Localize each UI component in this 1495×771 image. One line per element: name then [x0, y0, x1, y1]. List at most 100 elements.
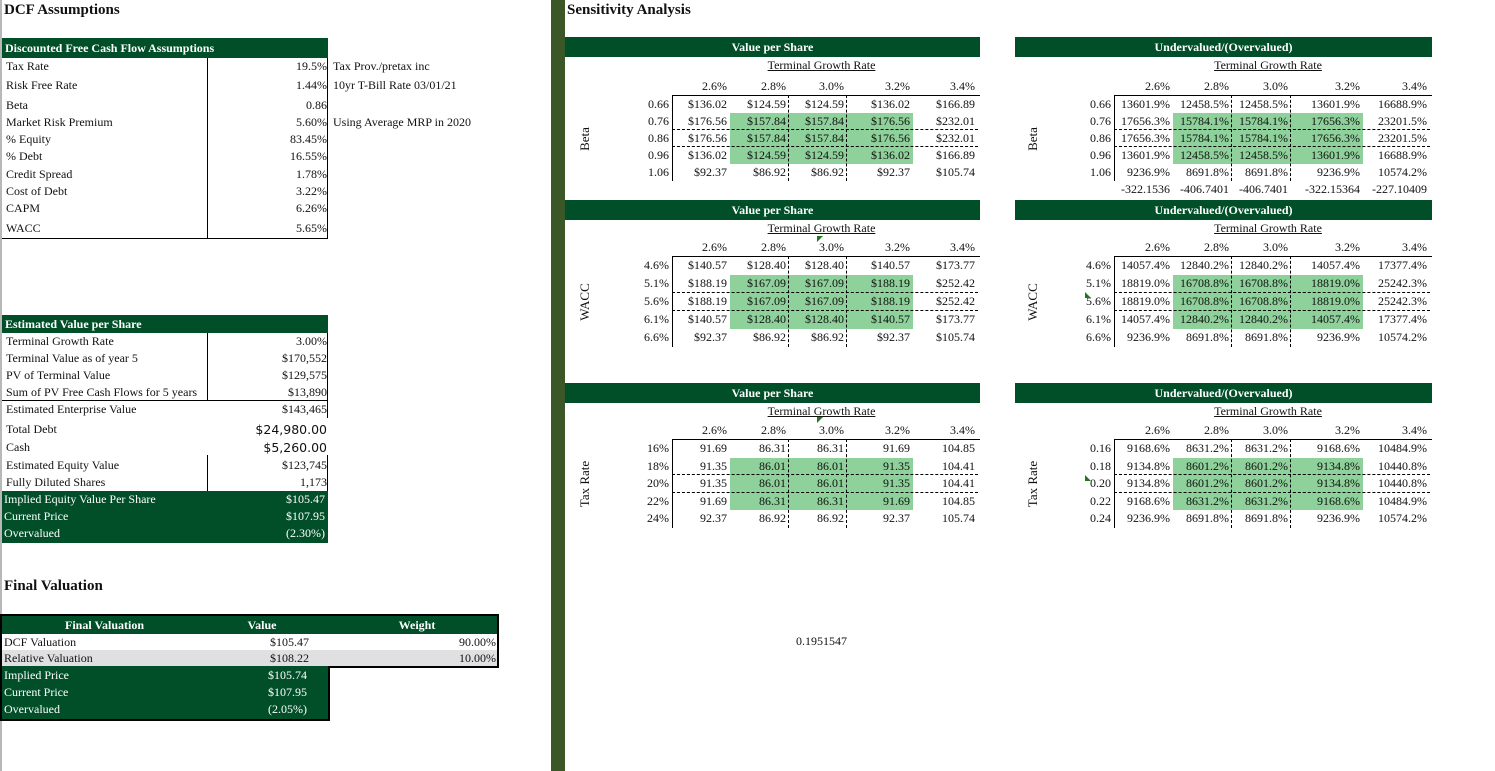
sensitivity-cell[interactable]: 23201.5% — [1378, 131, 1427, 145]
sensitivity-cell[interactable]: 8691.8% — [1186, 330, 1229, 344]
sensitivity-cell[interactable]: $136.02 — [688, 148, 727, 162]
sensitivity-cell[interactable]: 8631.2% — [1186, 493, 1229, 508]
sensitivity-cell[interactable]: 16688.9% — [1378, 97, 1427, 111]
sensitivity-cell[interactable]: 8601.2% — [1186, 458, 1229, 473]
sensitivity-cell[interactable]: 104.85 — [942, 493, 975, 508]
sensitivity-cell[interactable]: 9134.8% — [1317, 458, 1360, 473]
sensitivity-cell[interactable]: 17656.3% — [1121, 131, 1170, 145]
sensitivity-cell[interactable]: $157.84 — [805, 131, 844, 145]
sensitivity-cell[interactable]: 12840.2% — [1180, 258, 1229, 272]
sensitivity-cell[interactable]: 91.35 — [700, 476, 727, 490]
sensitivity-cell[interactable]: $176.56 — [871, 131, 910, 145]
sensitivity-cell[interactable]: $136.02 — [871, 148, 910, 162]
sensitivity-cell[interactable]: 14057.4% — [1311, 312, 1360, 326]
sensitivity-cell[interactable]: $92.37 — [877, 165, 910, 179]
sensitivity-cell[interactable]: 86.92 — [759, 511, 786, 525]
sensitivity-cell[interactable]: 23201.5% — [1378, 114, 1427, 128]
sensitivity-cell[interactable]: 9134.8% — [1127, 458, 1170, 473]
sensitivity-cell[interactable]: $232.01 — [936, 114, 975, 128]
sensitivity-cell[interactable]: 8691.8% — [1245, 330, 1288, 344]
sensitivity-cell[interactable]: $140.57 — [688, 312, 727, 326]
evps-row-value[interactable]: $129,575 — [282, 368, 327, 382]
sensitivity-cell[interactable]: 10574.2% — [1378, 330, 1427, 344]
sensitivity-cell[interactable]: $136.02 — [871, 97, 910, 111]
sensitivity-cell[interactable]: $167.09 — [747, 276, 786, 290]
comment-indicator-icon[interactable] — [817, 417, 823, 423]
sensitivity-cell[interactable]: 25242.3% — [1378, 294, 1427, 308]
sensitivity-cell[interactable]: $140.57 — [871, 312, 910, 326]
dcf-row-value[interactable]: 3.22% — [296, 184, 327, 198]
sensitivity-cell[interactable]: $176.56 — [688, 131, 727, 145]
evps-summary-value[interactable]: $107.95 — [286, 509, 325, 523]
sensitivity-cell[interactable]: 18819.0% — [1311, 276, 1360, 290]
sensitivity-cell[interactable]: 86.01 — [759, 458, 786, 473]
sensitivity-cell[interactable]: 18819.0% — [1121, 294, 1170, 308]
sensitivity-cell[interactable]: 9168.6% — [1317, 441, 1360, 455]
sensitivity-cell[interactable]: 16708.8% — [1239, 294, 1288, 308]
extra-row-cell[interactable]: -406.7401 — [1239, 182, 1288, 196]
sensitivity-cell[interactable]: 17656.3% — [1311, 114, 1360, 128]
sensitivity-cell[interactable]: $105.74 — [936, 165, 975, 179]
sensitivity-cell[interactable]: 12840.2% — [1180, 312, 1229, 326]
sensitivity-cell[interactable]: $92.37 — [694, 165, 727, 179]
sensitivity-cell[interactable]: $166.89 — [936, 97, 975, 111]
sensitivity-cell[interactable]: 9168.6% — [1127, 441, 1170, 455]
sensitivity-cell[interactable]: 12458.5% — [1180, 148, 1229, 162]
final-row-weight[interactable]: 10.00% — [459, 651, 496, 665]
sensitivity-cell[interactable]: 92.37 — [883, 511, 910, 525]
final-summary-value[interactable]: $107.95 — [268, 685, 307, 699]
sensitivity-cell[interactable]: $167.09 — [805, 276, 844, 290]
final-row-value[interactable]: $108.22 — [270, 651, 309, 665]
sensitivity-cell[interactable]: $124.59 — [805, 97, 844, 111]
sensitivity-cell[interactable]: $167.09 — [747, 294, 786, 308]
sensitivity-cell[interactable]: $188.19 — [688, 276, 727, 290]
sensitivity-cell[interactable]: $140.57 — [871, 258, 910, 272]
sensitivity-cell[interactable]: $157.84 — [747, 114, 786, 128]
sensitivity-cell[interactable]: 9236.9% — [1127, 165, 1170, 179]
sensitivity-cell[interactable]: 92.37 — [700, 511, 727, 525]
sensitivity-cell[interactable]: 12840.2% — [1239, 258, 1288, 272]
sensitivity-cell[interactable]: $188.19 — [871, 294, 910, 308]
sensitivity-cell[interactable]: $136.02 — [688, 97, 727, 111]
sensitivity-cell[interactable]: $140.57 — [688, 258, 727, 272]
sensitivity-cell[interactable]: 9168.6% — [1317, 493, 1360, 508]
sensitivity-cell[interactable]: 17656.3% — [1311, 131, 1360, 145]
sensitivity-cell[interactable]: 13601.9% — [1121, 148, 1170, 162]
sensitivity-cell[interactable]: 14057.4% — [1121, 312, 1170, 326]
sensitivity-cell[interactable]: 8601.2% — [1245, 458, 1288, 473]
sensitivity-cell[interactable]: 12458.5% — [1239, 97, 1288, 111]
sensitivity-cell[interactable]: 9236.9% — [1127, 511, 1170, 525]
sensitivity-cell[interactable]: 15784.1% — [1180, 114, 1229, 128]
sensitivity-cell[interactable]: 10574.2% — [1378, 165, 1427, 179]
sensitivity-cell[interactable]: 105.74 — [942, 511, 975, 525]
sensitivity-cell[interactable]: 15784.1% — [1239, 114, 1288, 128]
sensitivity-cell[interactable]: $86.92 — [811, 165, 844, 179]
sensitivity-cell[interactable]: 10484.9% — [1378, 493, 1427, 508]
sensitivity-cell[interactable]: $105.74 — [936, 330, 975, 344]
sensitivity-cell[interactable]: 12840.2% — [1239, 312, 1288, 326]
sensitivity-cell[interactable]: 18819.0% — [1311, 294, 1360, 308]
sensitivity-cell[interactable]: 8631.2% — [1245, 493, 1288, 508]
sensitivity-cell[interactable]: 10574.2% — [1378, 511, 1427, 525]
sensitivity-cell[interactable]: 86.31 — [817, 493, 844, 508]
extra-row-cell[interactable]: -322.15364 — [1305, 182, 1360, 196]
sensitivity-cell[interactable]: $86.92 — [753, 330, 786, 344]
dcf-row-value[interactable]: 0.86 — [306, 98, 327, 112]
sensitivity-cell[interactable]: $124.59 — [747, 97, 786, 111]
extra-row-cell[interactable]: -227.10409 — [1372, 182, 1427, 196]
sensitivity-cell[interactable]: 16708.8% — [1180, 294, 1229, 308]
sensitivity-cell[interactable]: 8631.2% — [1245, 441, 1288, 455]
evps-summary-value[interactable]: $105.47 — [286, 492, 325, 506]
dcf-row-value[interactable]: 16.55% — [290, 149, 327, 163]
dcf-row-value[interactable]: 5.65% — [296, 221, 327, 235]
sensitivity-cell[interactable]: 9236.9% — [1317, 165, 1360, 179]
dcf-row-value[interactable]: 6.26% — [296, 201, 327, 215]
sensitivity-cell[interactable]: 9134.8% — [1127, 476, 1170, 490]
sensitivity-cell[interactable]: $157.84 — [805, 114, 844, 128]
sensitivity-cell[interactable]: 9236.9% — [1127, 330, 1170, 344]
dcf-row-value[interactable]: 83.45% — [290, 132, 327, 146]
sensitivity-cell[interactable]: 86.01 — [759, 476, 786, 490]
sensitivity-cell[interactable]: 91.69 — [700, 441, 727, 455]
evps-row-value[interactable]: $143,465 — [282, 402, 327, 416]
sensitivity-cell[interactable]: 9236.9% — [1317, 511, 1360, 525]
